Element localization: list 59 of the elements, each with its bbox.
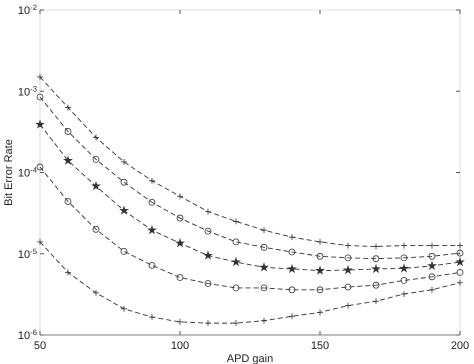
y-tick-label: 10$^{-4}$ xyxy=(18,165,38,180)
point xyxy=(316,252,324,260)
point xyxy=(91,180,101,190)
x-tick-label: 50 xyxy=(34,340,46,352)
point xyxy=(176,274,184,281)
x-tick-label: 200 xyxy=(450,340,470,352)
point xyxy=(372,282,380,289)
point xyxy=(259,262,269,272)
point xyxy=(36,164,44,170)
point xyxy=(120,248,128,255)
point xyxy=(120,178,128,186)
point xyxy=(399,263,409,273)
point xyxy=(288,286,296,294)
point xyxy=(148,198,156,206)
point xyxy=(64,198,72,205)
point xyxy=(260,284,268,292)
point xyxy=(231,256,241,266)
point xyxy=(456,268,464,276)
point xyxy=(344,284,352,290)
y-tick-label: 10$^{-3}$ xyxy=(18,84,37,98)
point xyxy=(92,226,100,233)
point xyxy=(372,255,380,262)
point xyxy=(204,228,212,234)
point xyxy=(428,273,436,280)
point xyxy=(287,264,297,274)
x-tick-label: 150 xyxy=(310,340,330,352)
point xyxy=(175,238,185,248)
point xyxy=(400,276,408,284)
point xyxy=(64,128,72,135)
point xyxy=(232,284,240,292)
point xyxy=(119,205,129,215)
point xyxy=(400,254,408,262)
point xyxy=(455,256,465,266)
point xyxy=(92,156,100,163)
point xyxy=(260,244,268,251)
point xyxy=(316,286,324,294)
point xyxy=(428,252,436,260)
point xyxy=(232,238,240,246)
point xyxy=(203,250,213,260)
point xyxy=(36,94,44,100)
point xyxy=(344,254,352,262)
point xyxy=(288,248,296,256)
point xyxy=(204,280,212,287)
point xyxy=(35,119,45,129)
point xyxy=(371,264,381,274)
point xyxy=(176,214,184,222)
point xyxy=(148,262,156,269)
point xyxy=(63,155,73,165)
point xyxy=(343,264,353,274)
y-tick-label: 10$^{-6}$ xyxy=(18,328,37,342)
point xyxy=(456,250,464,256)
point xyxy=(315,265,325,275)
y-tick-label: 10$^{-2}$ xyxy=(18,2,37,17)
y-axis-title: Bit Error Rate xyxy=(3,139,15,206)
x-axis-title: APD gain xyxy=(226,353,274,364)
point xyxy=(147,225,157,234)
x-tick-label: 100 xyxy=(170,340,190,352)
point xyxy=(427,260,437,270)
y-tick-label: 10$^{-5}$ xyxy=(18,246,37,261)
